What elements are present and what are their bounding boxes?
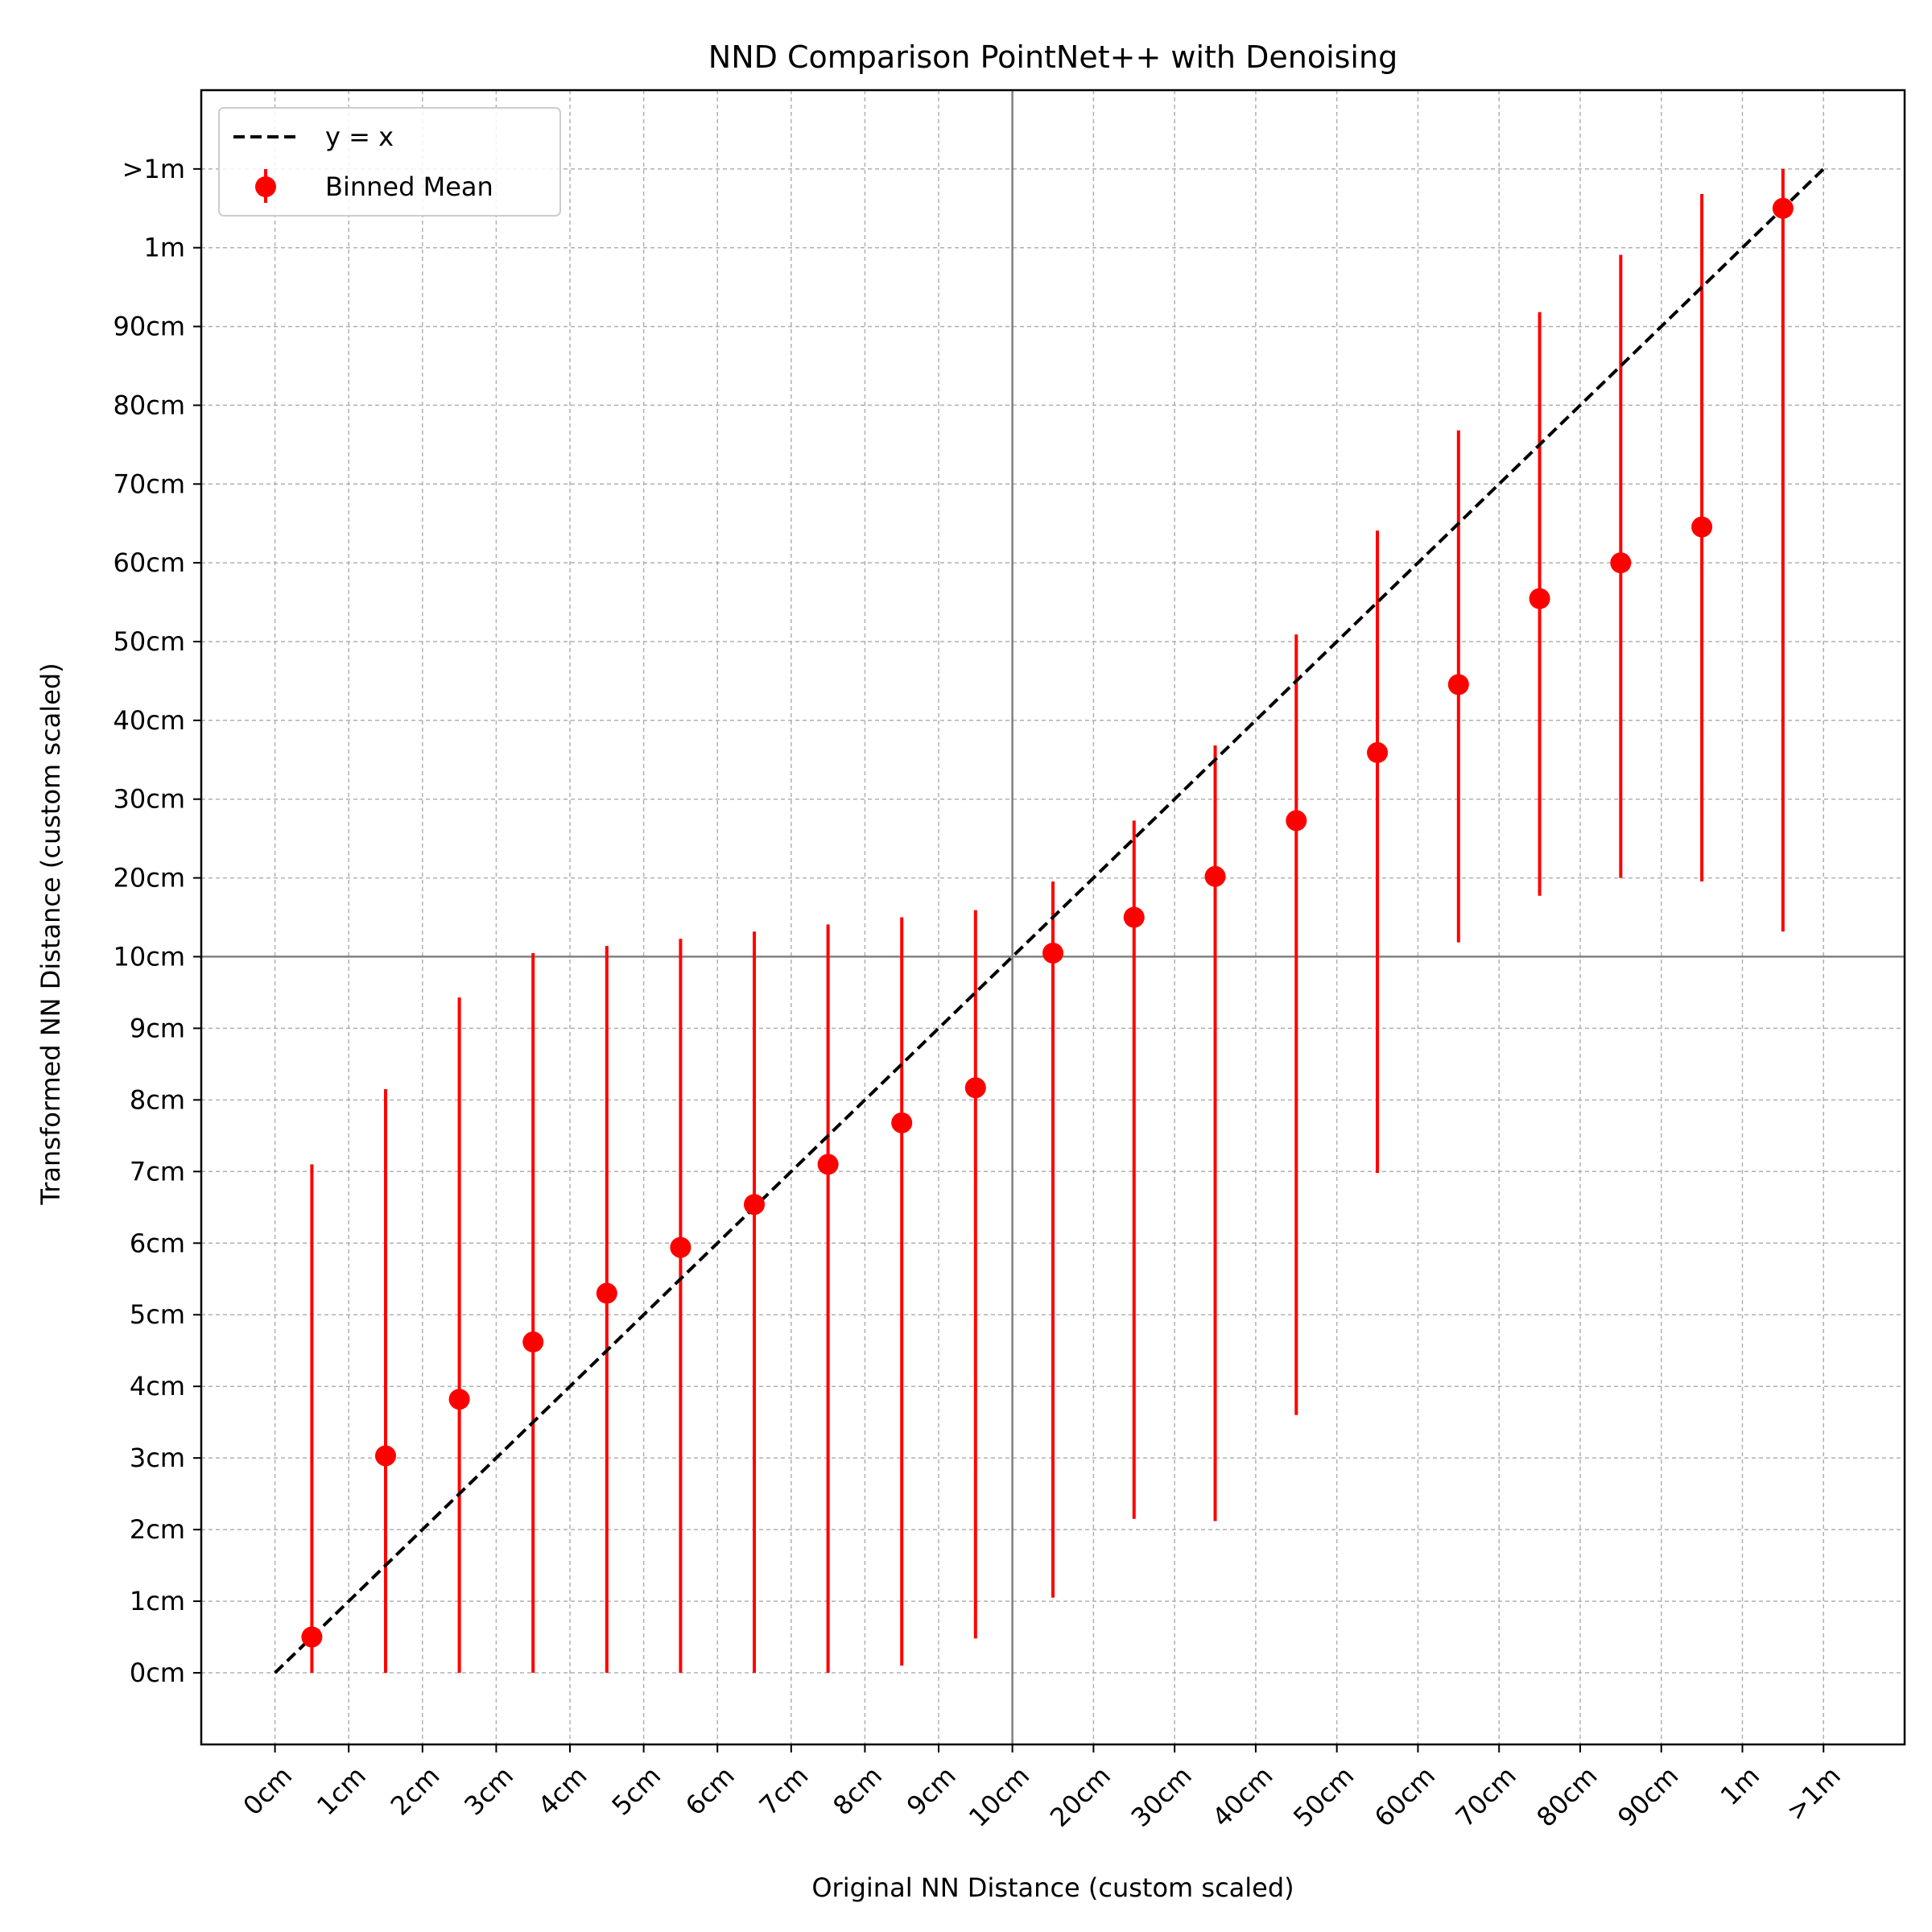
y-tick-label: 2cm (130, 1514, 185, 1545)
data-point (1772, 197, 1794, 219)
y-tick-label: 10cm (114, 941, 185, 972)
legend-label-y-equals-x: y = x (325, 122, 394, 152)
y-ticks: 0cm 1cm 2cm 3cm 4cm 5cm 6cm 7cm 8cm 9cm 10cm 20cm 30… (114, 154, 201, 1688)
data-point (1529, 588, 1550, 609)
y-tick-label: 50cm (114, 626, 185, 657)
data-point (891, 1112, 913, 1133)
data-point (1447, 674, 1469, 696)
data-point (964, 1077, 986, 1099)
data-point (1367, 741, 1389, 763)
chart-title: NND Comparison PointNet++ with Denoising (708, 39, 1397, 75)
diagonal-line-group (274, 167, 1825, 1674)
y-tick-label: 4cm (130, 1371, 185, 1402)
data-point (596, 1282, 617, 1304)
legend: y = x Binned Mean (218, 107, 561, 217)
y-tick-label: 70cm (114, 469, 185, 499)
data-point (522, 1331, 544, 1353)
data-point (1286, 810, 1307, 832)
y-tick-label: 1cm (130, 1586, 185, 1616)
y-tick-label: 7cm (130, 1156, 185, 1187)
y-tick-label: 3cm (130, 1443, 185, 1473)
data-point (301, 1626, 323, 1648)
legend-marker-swatch (255, 176, 276, 197)
y-tick-label: 0cm (130, 1657, 185, 1688)
data-point (1042, 942, 1063, 964)
y-tick-label: 60cm (114, 547, 185, 578)
y-axis-label: Transformed NN Distance (custom scaled) (35, 663, 66, 1205)
y-tick-label: 9cm (130, 1013, 185, 1043)
data-point (744, 1194, 766, 1216)
data-point (375, 1445, 397, 1467)
y-tick-label: 30cm (114, 784, 185, 815)
plot-frame (200, 89, 1906, 1746)
diagonal-line (274, 167, 1825, 1674)
data-point (448, 1389, 470, 1410)
y-tick-label: 8cm (130, 1084, 185, 1115)
data-points (301, 197, 1794, 1648)
y-tick-label: 20cm (114, 863, 185, 894)
x-axis-label: Original NN Distance (custom scaled) (811, 1872, 1294, 1903)
data-point (670, 1236, 691, 1258)
y-tick-label: 5cm (130, 1299, 185, 1330)
error-bars (310, 168, 1785, 1674)
y-tick-label: >1m (122, 154, 185, 184)
legend-box (218, 107, 561, 217)
y-tick-label: 80cm (114, 390, 185, 420)
data-point (1204, 865, 1226, 887)
data-point (1610, 552, 1632, 574)
legend-label-binned-mean: Binned Mean (325, 171, 493, 202)
y-tick-label: 40cm (114, 705, 185, 736)
data-point (1691, 516, 1713, 538)
data-point (817, 1154, 839, 1175)
axes (200, 89, 1906, 1746)
y-tick-label: 6cm (130, 1228, 185, 1258)
y-tick-label: 90cm (114, 312, 185, 342)
y-tick-label: 1m (143, 233, 185, 263)
data-point (1123, 906, 1145, 928)
